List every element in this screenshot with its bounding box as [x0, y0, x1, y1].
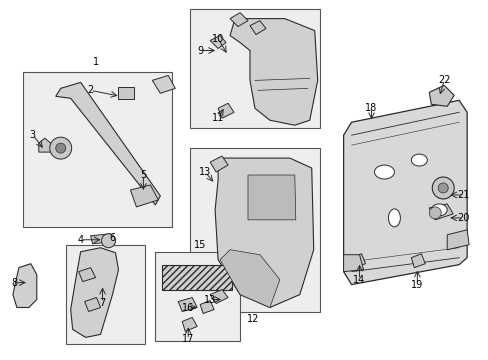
Circle shape — [431, 177, 453, 199]
Polygon shape — [343, 255, 363, 272]
Text: 21: 21 — [456, 190, 468, 200]
Polygon shape — [84, 298, 101, 311]
Text: 11: 11 — [211, 113, 224, 123]
Polygon shape — [249, 21, 265, 35]
Polygon shape — [13, 264, 37, 307]
Circle shape — [56, 143, 65, 153]
Polygon shape — [71, 248, 118, 337]
Polygon shape — [428, 85, 453, 106]
Bar — [118, 87, 134, 99]
Polygon shape — [351, 254, 365, 268]
Text: 18: 18 — [365, 103, 377, 113]
Text: 19: 19 — [410, 280, 423, 289]
Bar — [155, 252, 240, 341]
Polygon shape — [130, 185, 158, 207]
Ellipse shape — [374, 165, 394, 179]
Text: 22: 22 — [437, 75, 449, 85]
Polygon shape — [182, 318, 197, 332]
Polygon shape — [428, 204, 452, 220]
Polygon shape — [210, 36, 225, 49]
Text: 14: 14 — [353, 275, 365, 285]
Polygon shape — [90, 234, 113, 244]
Polygon shape — [220, 250, 279, 307]
Polygon shape — [200, 301, 214, 314]
Polygon shape — [218, 103, 234, 118]
Text: 7: 7 — [99, 297, 105, 307]
Bar — [190, 9, 319, 128]
Text: 13: 13 — [199, 167, 211, 177]
Bar — [65, 245, 145, 345]
Bar — [190, 148, 319, 312]
Polygon shape — [229, 19, 317, 125]
Text: 10: 10 — [211, 33, 224, 44]
Polygon shape — [152, 75, 175, 93]
Text: 5: 5 — [140, 170, 146, 180]
Text: 17: 17 — [182, 334, 194, 345]
Text: 16: 16 — [182, 302, 194, 312]
Circle shape — [102, 234, 115, 248]
Polygon shape — [343, 100, 466, 285]
Polygon shape — [210, 289, 227, 303]
Bar — [162, 265, 232, 289]
Text: 4: 4 — [78, 235, 83, 245]
Text: 2: 2 — [87, 85, 94, 95]
Ellipse shape — [430, 204, 447, 216]
Polygon shape — [56, 82, 160, 205]
Text: 15: 15 — [194, 240, 206, 250]
Text: 9: 9 — [197, 45, 203, 55]
Polygon shape — [410, 254, 425, 268]
Polygon shape — [247, 175, 295, 220]
Ellipse shape — [387, 209, 400, 227]
Ellipse shape — [410, 154, 427, 166]
Circle shape — [437, 183, 447, 193]
Polygon shape — [447, 230, 468, 250]
Polygon shape — [210, 156, 227, 172]
Circle shape — [428, 207, 440, 219]
Text: 8: 8 — [12, 278, 18, 288]
Text: 13: 13 — [203, 294, 216, 305]
Text: 12: 12 — [246, 314, 259, 324]
Text: 6: 6 — [109, 233, 115, 243]
Polygon shape — [39, 138, 51, 152]
Text: 1: 1 — [92, 58, 99, 67]
Bar — [23, 72, 172, 227]
Polygon shape — [178, 298, 197, 311]
Polygon shape — [79, 268, 95, 282]
Circle shape — [50, 137, 72, 159]
Text: 20: 20 — [456, 213, 468, 223]
Polygon shape — [229, 13, 247, 27]
Text: 3: 3 — [30, 130, 36, 140]
Polygon shape — [215, 158, 313, 307]
